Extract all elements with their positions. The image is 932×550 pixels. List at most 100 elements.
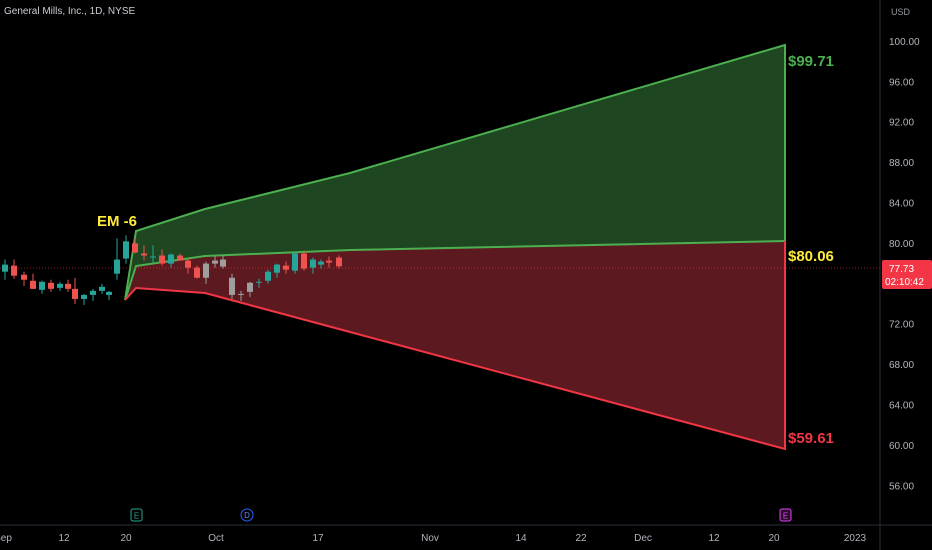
- candle-body: [256, 281, 262, 283]
- candle[interactable]: [65, 279, 71, 292]
- candle[interactable]: [265, 269, 271, 284]
- dividend-event-icon[interactable]: D: [240, 508, 254, 522]
- middle-target-label: $80.06: [788, 248, 834, 265]
- candle[interactable]: [123, 235, 129, 264]
- candle[interactable]: [114, 238, 120, 280]
- lower-target-label: $59.61: [788, 430, 834, 447]
- candle[interactable]: [220, 255, 226, 269]
- time-tick: 20: [768, 533, 780, 544]
- candle-body: [283, 265, 289, 270]
- price-tick: 92.00: [889, 118, 914, 129]
- current-price-value: 77.73: [889, 264, 914, 275]
- candle[interactable]: [247, 281, 253, 297]
- candle[interactable]: [194, 265, 200, 279]
- candle[interactable]: [336, 255, 342, 269]
- candle-body: [81, 294, 87, 299]
- candle[interactable]: [310, 257, 316, 274]
- candle-body: [65, 283, 71, 289]
- candle[interactable]: [292, 251, 298, 274]
- candle-body: [229, 277, 235, 295]
- candle-body: [310, 259, 316, 268]
- candle[interactable]: [48, 279, 54, 292]
- dividend-event-letter: D: [244, 511, 250, 520]
- price-tick: 64.00: [889, 401, 914, 412]
- candle-body: [72, 288, 78, 299]
- candle[interactable]: [238, 290, 244, 301]
- candle-body: [150, 256, 156, 258]
- candle-body: [247, 282, 253, 292]
- price-tick: 88.00: [889, 158, 914, 169]
- expected-move-upper-line: [124, 43, 786, 301]
- price-tick: 56.00: [889, 481, 914, 492]
- candle-body: [39, 281, 45, 290]
- price-tick: 80.00: [889, 239, 914, 250]
- candle[interactable]: [283, 261, 289, 274]
- time-tick: 17: [312, 533, 324, 544]
- candle-body: [106, 291, 112, 295]
- candle[interactable]: [185, 258, 191, 274]
- candle[interactable]: [11, 259, 17, 279]
- current-price-badge: [882, 260, 932, 289]
- candle-body: [203, 263, 209, 278]
- events-layer: E D E: [130, 508, 792, 522]
- candle-body: [11, 265, 17, 276]
- candle[interactable]: [212, 256, 218, 268]
- candle[interactable]: [72, 277, 78, 304]
- candle[interactable]: [90, 288, 96, 301]
- expected-move-middle-line: [124, 240, 786, 301]
- price-tick: 68.00: [889, 360, 914, 371]
- earnings-event-icon[interactable]: E: [130, 508, 143, 522]
- candle-body: [159, 255, 165, 264]
- candle-body: [30, 280, 36, 289]
- candle-body: [220, 259, 226, 267]
- earnings-upcoming-event-icon[interactable]: E: [779, 508, 792, 522]
- candle[interactable]: [21, 271, 27, 286]
- candle-body: [318, 261, 324, 265]
- candle[interactable]: [2, 259, 8, 280]
- candle-body: [177, 255, 183, 261]
- time-tick: 20: [120, 533, 132, 544]
- candle-body: [132, 243, 138, 253]
- candle[interactable]: [132, 238, 138, 254]
- candle[interactable]: [81, 293, 87, 306]
- symbol-title[interactable]: General Mills, Inc., 1D, NYSE: [4, 6, 136, 17]
- candle[interactable]: [256, 278, 262, 288]
- candle[interactable]: [229, 273, 235, 299]
- candle[interactable]: [106, 290, 112, 300]
- earnings-upcoming-event-letter: E: [783, 512, 788, 521]
- candle[interactable]: [168, 253, 174, 268]
- earnings-event-letter: E: [134, 512, 139, 521]
- candle-body: [326, 260, 332, 263]
- candle[interactable]: [274, 263, 280, 278]
- currency-label: USD: [891, 7, 911, 17]
- time-tick: 22: [575, 533, 587, 544]
- candle-body: [301, 253, 307, 269]
- candle[interactable]: [203, 261, 209, 284]
- candle[interactable]: [150, 245, 156, 263]
- candle-body: [123, 241, 129, 259]
- candle-body: [57, 283, 63, 288]
- expected-move-lower-zone: [125, 241, 785, 449]
- time-axis[interactable]: Sep 12 20 Oct 17 Nov 14 22 Dec 12 20 2023: [0, 533, 867, 544]
- time-tick: Nov: [421, 533, 439, 544]
- candle-body: [238, 293, 244, 295]
- candle-body: [48, 282, 54, 289]
- candle[interactable]: [30, 273, 36, 289]
- candle-body: [114, 259, 120, 274]
- price-tick: 96.00: [889, 77, 914, 88]
- candle[interactable]: [318, 259, 324, 269]
- candle[interactable]: [159, 249, 165, 266]
- candle[interactable]: [301, 250, 307, 271]
- candle[interactable]: [99, 283, 105, 294]
- candle[interactable]: [39, 280, 45, 294]
- candle[interactable]: [141, 245, 147, 261]
- bar-countdown: 02:10:42: [885, 277, 924, 288]
- candle[interactable]: [326, 256, 332, 268]
- time-tick: 14: [515, 533, 527, 544]
- candle-body: [212, 260, 218, 264]
- price-tick: 72.00: [889, 320, 914, 331]
- em-label: EM -6: [97, 213, 137, 230]
- candle[interactable]: [177, 253, 183, 261]
- candle[interactable]: [57, 281, 63, 291]
